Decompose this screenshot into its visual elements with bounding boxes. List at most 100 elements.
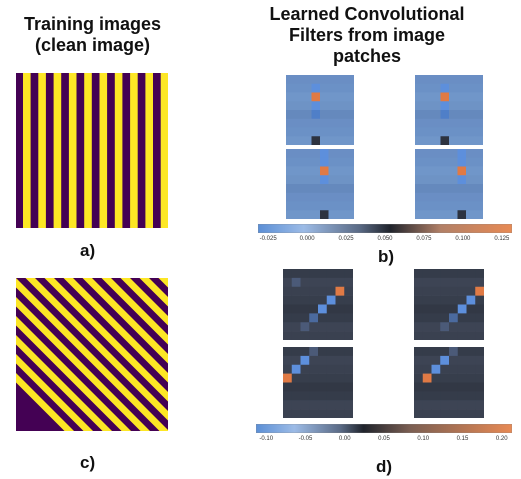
filter-cell (449, 92, 458, 102)
filter-cell (337, 192, 346, 202)
filter-cell (440, 110, 450, 120)
filter-cell (440, 373, 450, 383)
filter-cell (474, 184, 483, 194)
filter-cell (311, 184, 321, 194)
filter-cell (283, 400, 293, 410)
filter-cell (475, 391, 484, 401)
filter-cell (440, 277, 450, 288)
filter-cell (300, 409, 310, 418)
filter-cell (318, 269, 328, 279)
filter-cell (475, 269, 484, 279)
colorbar-b-tick-label: -0.025 (259, 236, 277, 242)
filter-cell (431, 313, 441, 323)
filter-cell (466, 175, 475, 185)
filter-cell (440, 400, 450, 410)
filter-cell (320, 136, 329, 145)
filter-cell (422, 286, 432, 296)
filter-cell (283, 331, 293, 340)
filter-cell (326, 409, 336, 418)
filter-cell (422, 355, 432, 366)
filter-cell (440, 92, 450, 102)
filter-cell (422, 347, 432, 357)
filter-cell (432, 210, 441, 219)
filter-cell (414, 304, 424, 314)
filter-cell (300, 400, 310, 410)
filter-cell (303, 83, 312, 93)
filter-cell (432, 92, 441, 102)
filter-cell (309, 277, 319, 288)
stripe (139, 278, 168, 307)
filter-cell (414, 286, 424, 296)
filter-cell (440, 382, 450, 392)
filter-cell (415, 136, 424, 145)
filter-cell (335, 295, 345, 305)
filter-cell (466, 201, 475, 211)
filter-cell (311, 157, 321, 167)
filter-cell (449, 373, 459, 383)
filter-cell (431, 355, 441, 366)
filter-cell (311, 175, 321, 185)
filter-cell (337, 136, 346, 145)
filter-cell (320, 83, 329, 93)
filter-cell (457, 373, 467, 383)
filter-cell (474, 166, 483, 176)
stripe (16, 373, 74, 431)
filter-cell (294, 127, 304, 137)
filter-cell (337, 157, 346, 167)
stripe (99, 73, 108, 228)
filter-cell (422, 295, 432, 305)
filter-cell (466, 127, 475, 137)
filter-cell (414, 364, 424, 374)
filter-cell (475, 331, 484, 340)
filter-cell (449, 400, 459, 410)
filter-cell (432, 127, 441, 137)
colorbar-b-tick-label: 0.050 (377, 236, 393, 242)
filter-cell (475, 355, 484, 366)
filter-cell (414, 277, 424, 288)
filter-cell (320, 118, 329, 128)
filter-cell (422, 409, 432, 418)
stripe (16, 316, 131, 431)
filter-cell (309, 304, 319, 314)
filter-cell (449, 347, 459, 357)
filter-cell (449, 127, 458, 137)
filter-cell (414, 409, 424, 418)
filter-cell (309, 331, 319, 340)
filter-cell (345, 149, 354, 159)
filter-cell (474, 201, 483, 211)
filter-cell (415, 184, 424, 194)
filter-cell (337, 110, 346, 120)
filter-cell (344, 391, 353, 401)
filter-cell (326, 269, 336, 279)
filter-cell (283, 382, 293, 392)
stripe (114, 73, 123, 228)
filter-cell (466, 118, 475, 128)
stripe (44, 278, 168, 402)
filter-b-2 (415, 75, 483, 145)
filter-cell (457, 304, 467, 314)
filter-cell (475, 400, 484, 410)
filter-cell (422, 331, 432, 340)
filter-cell (335, 322, 345, 332)
filter-cell (457, 331, 467, 340)
filter-cell (294, 118, 304, 128)
filter-cell (431, 382, 441, 392)
filter-cell (311, 92, 321, 102)
filter-cell (457, 313, 467, 323)
filter-cell (320, 201, 329, 211)
filter-cell (475, 364, 484, 374)
filter-cell (303, 136, 312, 145)
filter-cell (300, 355, 310, 366)
filter-cell (466, 295, 476, 305)
filter-cell (466, 192, 475, 202)
filter-cell (335, 304, 345, 314)
filter-cell (432, 101, 441, 111)
filter-cell (466, 184, 475, 194)
filter-cell (345, 157, 354, 167)
filter-cell (309, 322, 319, 332)
filter-cell (466, 277, 476, 288)
filter-cell (303, 192, 312, 202)
filter-cell (337, 75, 346, 85)
filter-cell (345, 136, 354, 145)
filter-cell (415, 175, 424, 185)
